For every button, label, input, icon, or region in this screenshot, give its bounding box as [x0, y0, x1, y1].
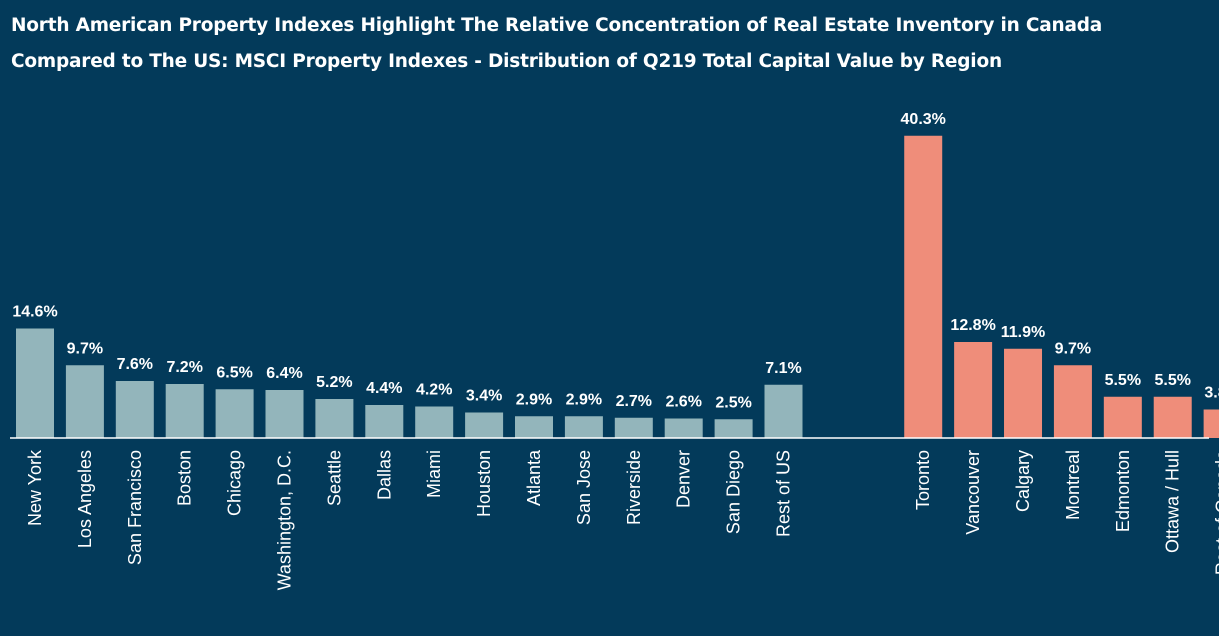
- bar-miami: [415, 406, 454, 438]
- bar-los-angeles: [65, 365, 104, 438]
- bar-ottawa-hull: [1153, 396, 1192, 438]
- bar-vancouver: [954, 342, 993, 438]
- category-label-denver: Denver: [674, 450, 694, 508]
- category-label-houston: Houston: [474, 450, 494, 517]
- data-label-rest-of-canada: 3.8%: [1204, 385, 1219, 402]
- category-label-rest-of-us: Rest of US: [774, 450, 794, 537]
- bar-new-york: [16, 328, 54, 438]
- bar-washington-d-c: [265, 390, 304, 438]
- bar-san-francisco: [115, 381, 154, 438]
- data-label-edmonton: 5.5%: [1105, 372, 1141, 389]
- bar-seattle: [315, 399, 354, 438]
- bar-calgary: [1004, 348, 1043, 438]
- data-label-chicago: 6.5%: [216, 364, 252, 381]
- data-label-san-jose: 2.9%: [566, 391, 602, 408]
- data-label-vancouver: 12.8%: [950, 317, 995, 334]
- bar-montreal: [1053, 365, 1092, 438]
- category-label-new-york: New York: [25, 449, 45, 526]
- category-label-calgary: Calgary: [1013, 450, 1033, 512]
- bar-san-jose: [564, 416, 603, 438]
- category-label-chicago: Chicago: [225, 450, 245, 516]
- category-label-dallas: Dallas: [374, 450, 394, 500]
- chart-title: North American Property Indexes Highligh…: [11, 8, 1211, 80]
- bar-atlanta: [515, 416, 553, 438]
- data-label-san-francisco: 7.6%: [117, 356, 153, 373]
- bar-rest-of-us: [764, 384, 803, 438]
- category-label-rest-of-canada: Rest of Canada: [1213, 449, 1219, 575]
- category-label-san-jose: San Jose: [574, 450, 594, 525]
- category-label-riverside: Riverside: [624, 450, 644, 525]
- data-label-san-diego: 2.5%: [715, 394, 751, 411]
- bar-rest-of-canada: [1203, 409, 1219, 438]
- category-label-edmonton: Edmonton: [1113, 450, 1133, 532]
- category-label-vancouver: Vancouver: [963, 450, 983, 535]
- data-label-riverside: 2.7%: [616, 393, 652, 410]
- bar-boston: [165, 384, 204, 438]
- data-label-denver: 2.6%: [665, 394, 701, 411]
- data-label-new-york: 14.6%: [12, 304, 57, 321]
- category-label-san-diego: San Diego: [724, 450, 744, 534]
- bar-san-diego: [714, 419, 753, 438]
- category-label-seattle: Seattle: [324, 450, 344, 506]
- data-label-rest-of-us: 7.1%: [765, 360, 801, 377]
- bar-edmonton: [1103, 396, 1142, 438]
- data-label-los-angeles: 9.7%: [67, 340, 103, 357]
- data-label-calgary: 11.9%: [1001, 324, 1045, 341]
- category-label-los-angeles: Los Angeles: [75, 450, 95, 548]
- category-label-boston: Boston: [175, 450, 195, 506]
- data-label-dallas: 4.4%: [366, 380, 402, 397]
- data-label-houston: 3.4%: [466, 388, 502, 405]
- category-label-san-francisco: San Francisco: [125, 450, 145, 565]
- chart-title-line-1: North American Property Indexes Highligh…: [11, 15, 1103, 36]
- bar-chicago: [215, 389, 254, 438]
- data-label-atlanta: 2.9%: [516, 391, 552, 408]
- data-label-toronto: 40.3%: [901, 111, 946, 128]
- bar-riverside: [614, 417, 653, 438]
- category-label-montreal: Montreal: [1063, 450, 1083, 520]
- bar-houston: [465, 412, 504, 438]
- data-label-boston: 7.2%: [166, 359, 202, 376]
- data-label-seattle: 5.2%: [316, 374, 352, 391]
- data-label-montreal: 9.7%: [1055, 340, 1091, 357]
- category-label-ottawa-hull: Ottawa / Hull: [1163, 450, 1183, 553]
- bar-toronto: [904, 135, 943, 438]
- data-label-washington-d-c: 6.4%: [266, 365, 302, 382]
- category-label-atlanta: Atlanta: [524, 449, 544, 506]
- chart-title-line-2: Compared to The US: MSCI Property Indexe…: [11, 51, 1002, 72]
- category-label-washington-d-c: Washington, D.C.: [275, 450, 295, 590]
- category-label-miami: Miami: [424, 450, 444, 498]
- data-label-ottawa-hull: 5.5%: [1154, 372, 1190, 389]
- bar-denver: [664, 418, 703, 438]
- data-label-miami: 4.2%: [416, 382, 452, 399]
- bar-dallas: [365, 405, 404, 438]
- category-label-toronto: Toronto: [913, 450, 933, 510]
